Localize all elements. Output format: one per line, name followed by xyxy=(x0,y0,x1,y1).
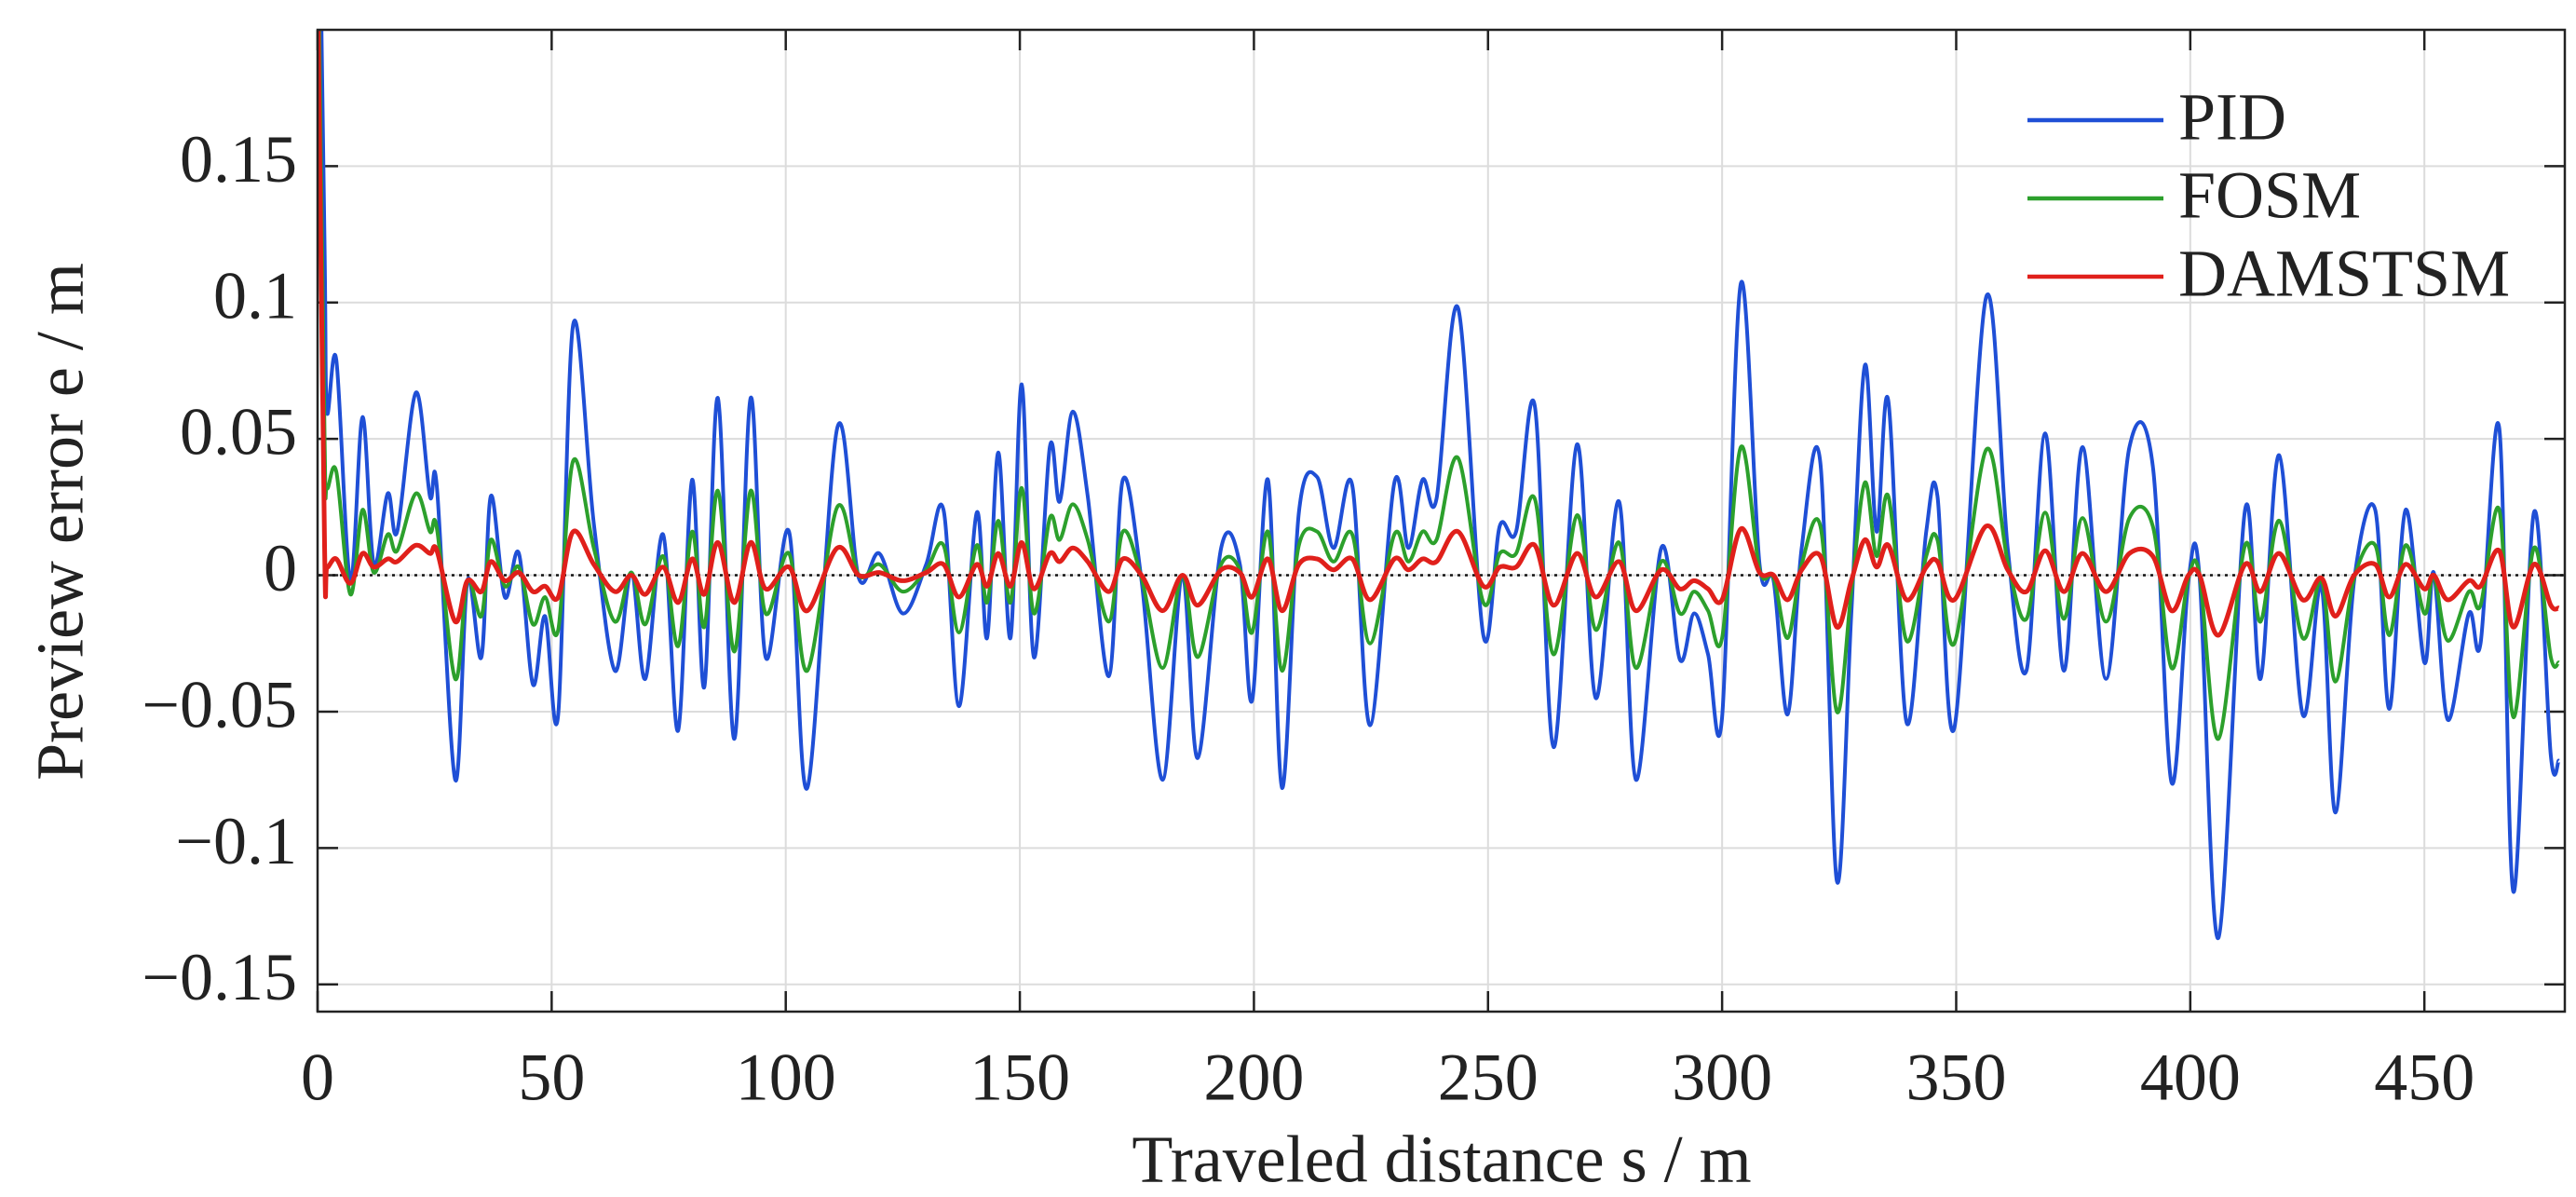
legend-label: FOSM xyxy=(2178,158,2361,233)
x-axis-label: Traveled distance s / m xyxy=(1132,1122,1751,1197)
x-tick-label: 300 xyxy=(1672,1041,1772,1115)
y-tick-label: 0.15 xyxy=(180,122,297,197)
legend-label: DAMSTSM xyxy=(2178,237,2510,311)
x-tick-label: 450 xyxy=(2374,1041,2474,1115)
y-tick-label: 0.1 xyxy=(213,258,297,333)
y-tick-label: −0.05 xyxy=(142,667,297,741)
y-tick-label: 0 xyxy=(264,531,297,605)
x-tick-label: 350 xyxy=(1905,1041,2006,1115)
x-tick-label: 0 xyxy=(301,1041,334,1115)
y-axis-label: Preview error e / m xyxy=(23,263,98,781)
series-line xyxy=(318,30,2560,638)
x-tick-label: 250 xyxy=(1438,1041,1539,1115)
x-tick-label: 150 xyxy=(969,1041,1070,1115)
legend-label: PID xyxy=(2178,80,2286,155)
y-tick-label: −0.1 xyxy=(175,804,297,878)
y-tick-label: 0.05 xyxy=(180,395,297,469)
x-tick-label: 200 xyxy=(1203,1041,1304,1115)
y-tick-label: −0.15 xyxy=(142,940,297,1014)
plot-lines xyxy=(318,30,2561,940)
x-tick-label: 400 xyxy=(2140,1041,2241,1115)
x-tick-label: 100 xyxy=(736,1041,836,1115)
plot-frame xyxy=(316,28,2567,1013)
x-tick-label: 50 xyxy=(518,1041,585,1115)
